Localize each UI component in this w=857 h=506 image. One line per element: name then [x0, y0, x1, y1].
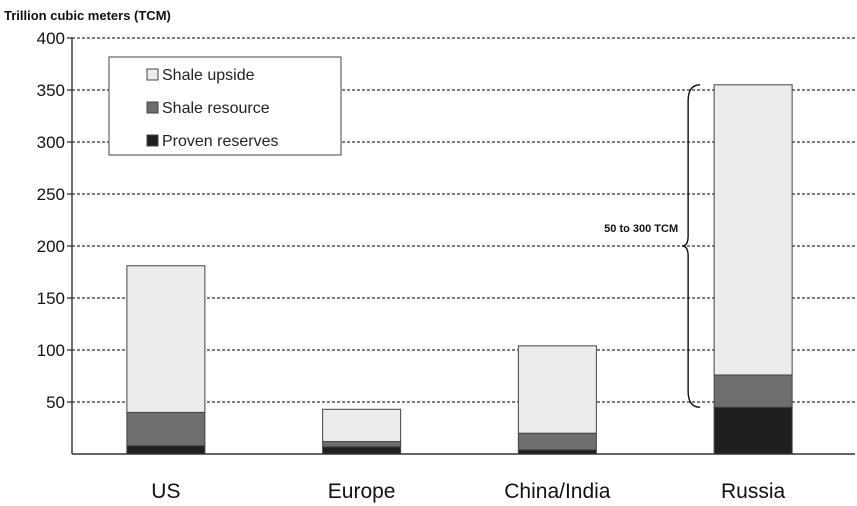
y-tick-label: 50 [46, 393, 65, 412]
y-tick-label: 300 [37, 133, 65, 152]
bar-segment-shale-upside [322, 408, 402, 443]
legend-label: Shale upside [162, 67, 255, 84]
x-category-labels: US Europe China/India Russia [151, 480, 785, 503]
x-category-label: Europe [328, 480, 396, 503]
bar-segment-shale-upside [517, 345, 597, 434]
y-tick-label: 350 [37, 81, 65, 100]
bar-segment-shale-resource [126, 411, 206, 447]
range-annotation-label: 50 to 300 TCM [604, 223, 678, 235]
legend-swatch [146, 134, 159, 147]
range-brace [682, 84, 701, 408]
y-tick-label: 250 [37, 185, 65, 204]
y-tick-label: 100 [37, 341, 65, 360]
bar-segment-shale-resource [517, 432, 597, 451]
legend-label: Shale resource [162, 100, 270, 117]
bar-segment-shale-resource [322, 441, 402, 448]
bar-segment-proven-reserves [713, 406, 793, 455]
axes [71, 38, 855, 455]
bar-segment-shale-upside [713, 84, 793, 376]
y-tick-label: 150 [37, 289, 65, 308]
y-tick-labels: 400 350 300 250 200 150 100 50 [37, 29, 65, 412]
bar-segment-shale-upside [126, 265, 206, 413]
annotation: 50 to 300 TCM [604, 84, 701, 408]
bar-segment-proven-reserves [322, 446, 402, 455]
y-axis-unit-label: Trillion cubic meters (TCM) [4, 8, 171, 23]
y-tick-label: 400 [37, 29, 65, 48]
x-category-label: US [151, 480, 180, 503]
bars [126, 84, 793, 455]
y-tick-label: 200 [37, 237, 65, 256]
legend-label: Proven reserves [162, 133, 279, 150]
legend: Shale upside Shale resource Proven reserve… [108, 56, 342, 156]
x-category-label: Russia [721, 480, 786, 503]
bar-segment-shale-resource [713, 374, 793, 408]
bar-segment-proven-reserves [126, 445, 206, 455]
legend-swatch [146, 68, 159, 81]
legend-swatch [146, 101, 159, 114]
x-category-label: China/India [504, 480, 611, 503]
